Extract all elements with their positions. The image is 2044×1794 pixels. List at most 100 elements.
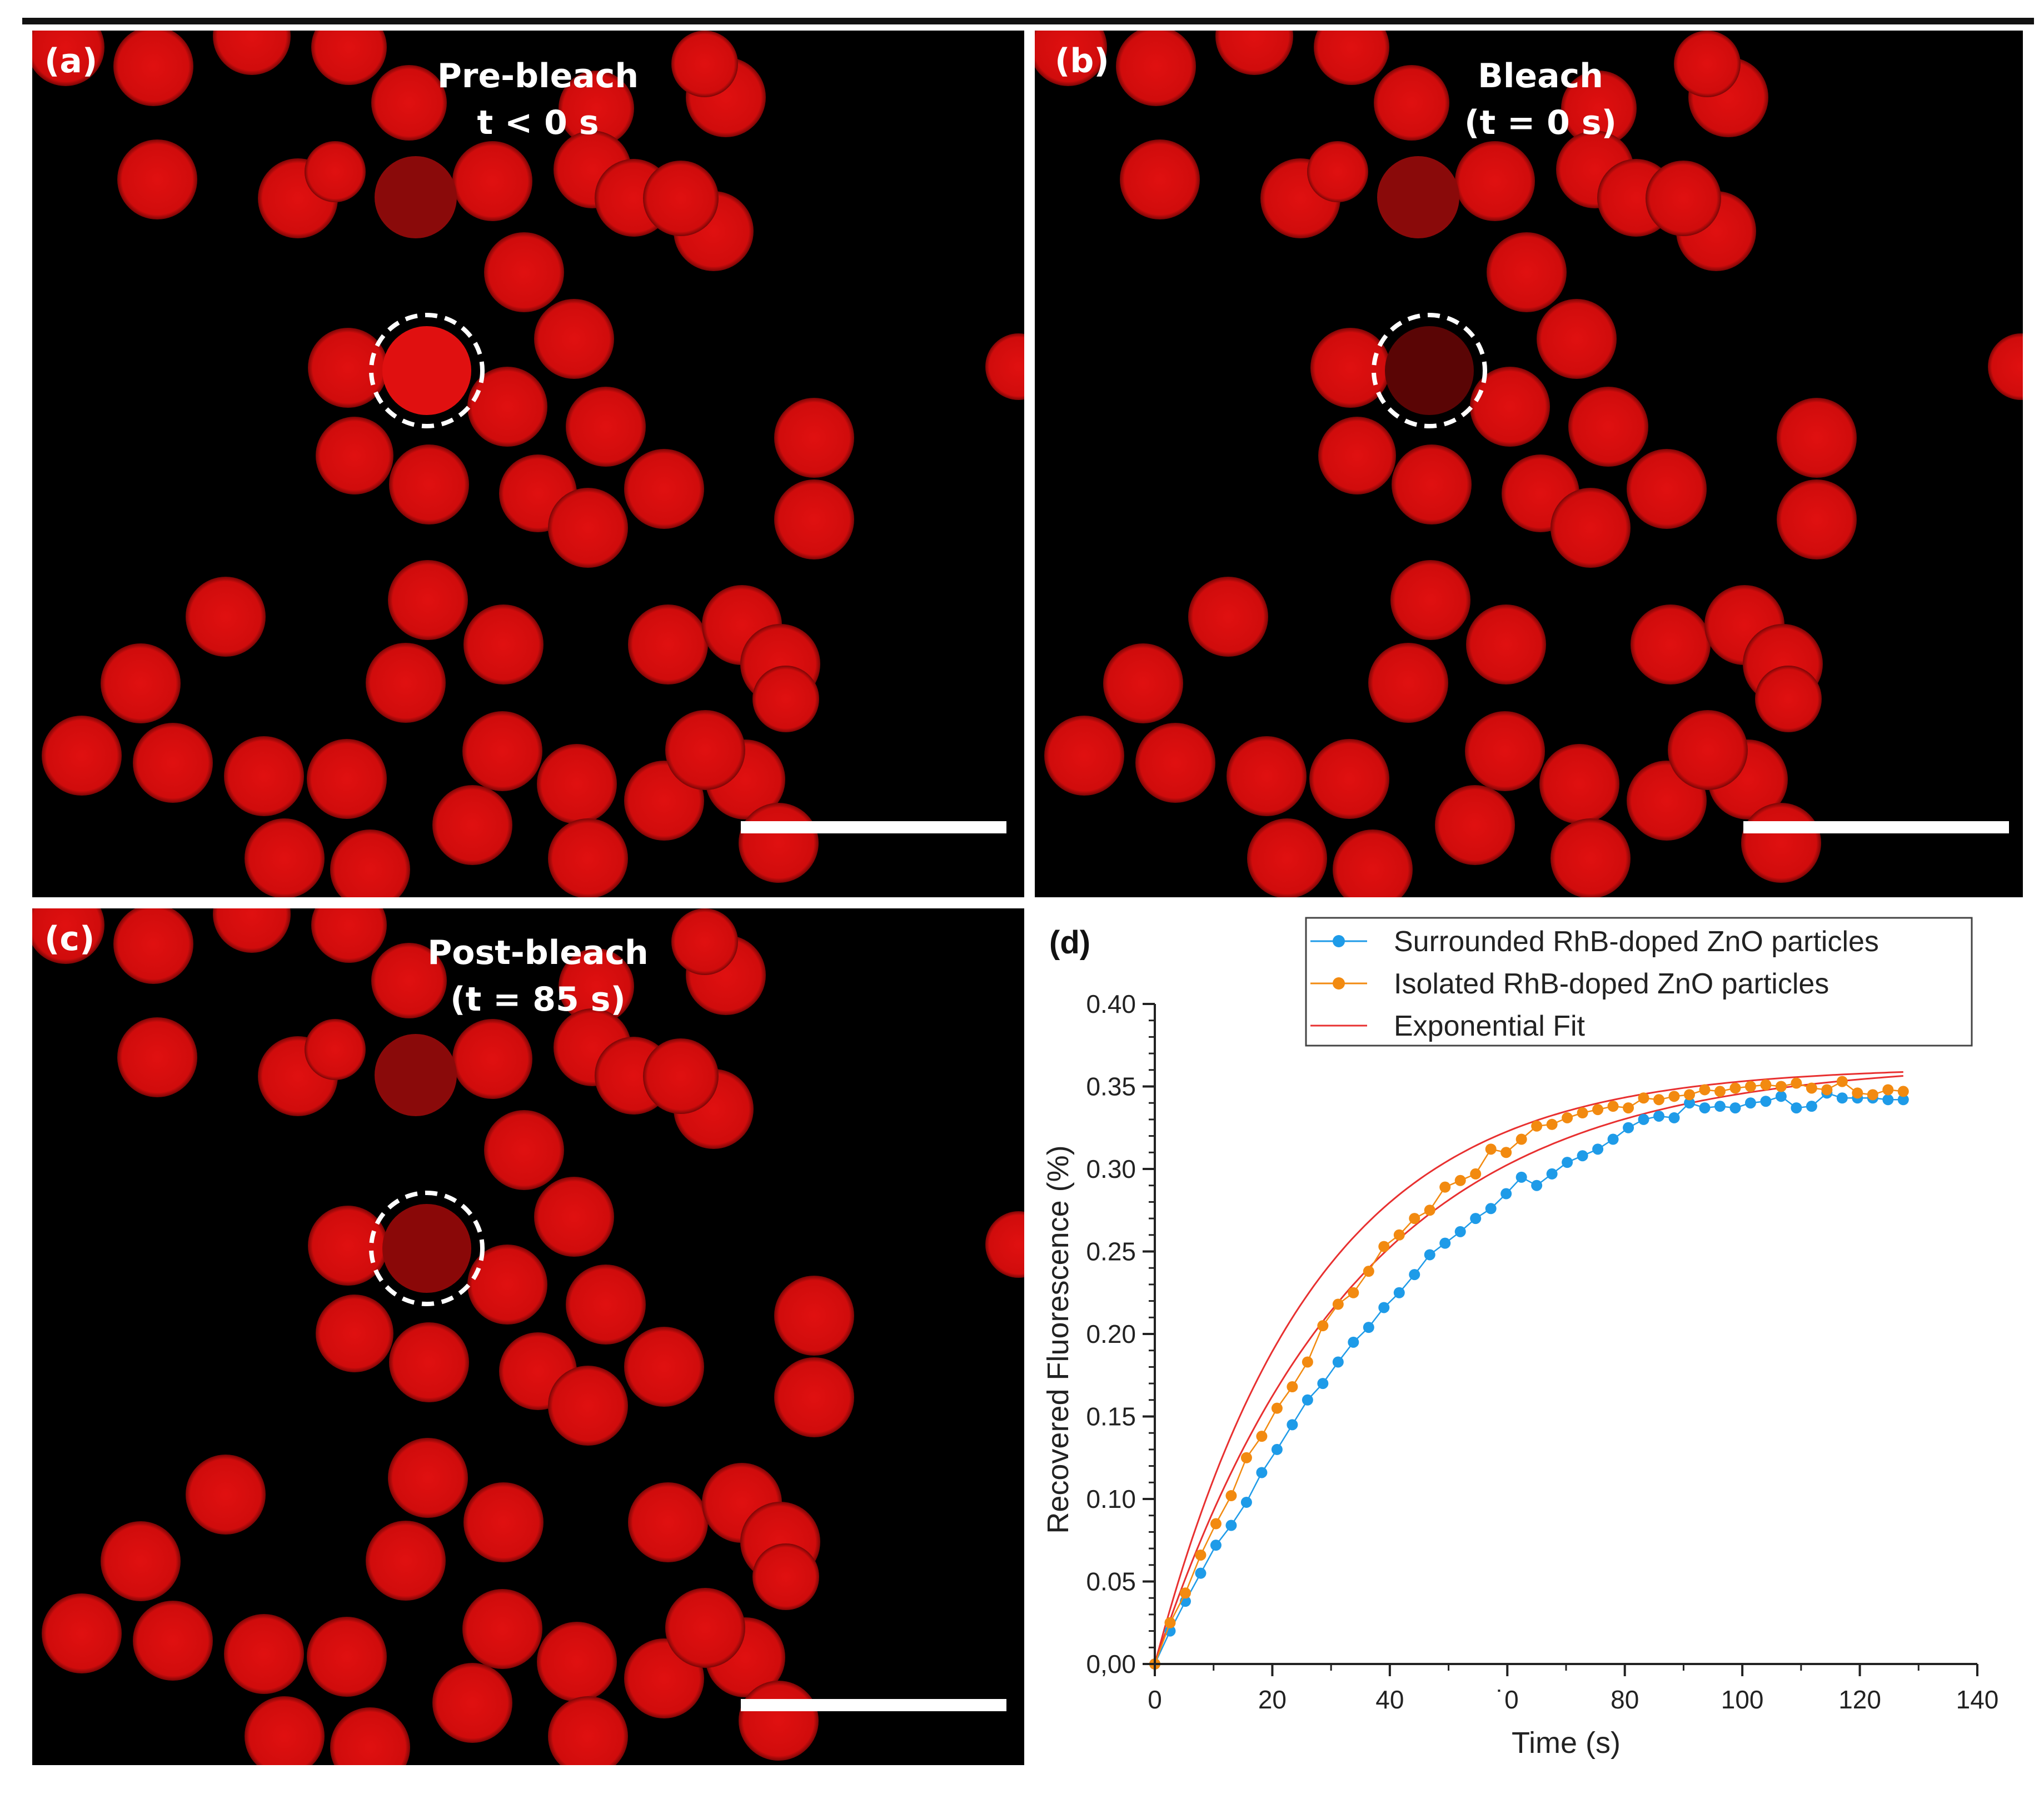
y-tick-label: 0.05 — [1086, 1567, 1136, 1596]
panel-title-b-line2: (t = 0 s) — [1464, 103, 1617, 142]
isolated-data-point — [1577, 1107, 1588, 1119]
isolated-data-point — [1271, 1402, 1283, 1414]
fluorescent-particle — [1466, 604, 1546, 684]
fluorescent-particle — [774, 398, 854, 478]
fluorescent-particle — [305, 1019, 366, 1080]
dim-particle — [375, 156, 457, 238]
fluorescent-particle — [224, 736, 304, 816]
isolated-data-point — [1836, 1076, 1848, 1087]
surrounded-data-point — [1287, 1419, 1298, 1431]
surrounded-data-point — [1699, 1102, 1711, 1114]
fluorescent-particle — [1674, 31, 1741, 97]
fluorescent-particle — [484, 1110, 564, 1190]
fluorescent-particle — [330, 1707, 410, 1765]
panel-label-b: (b) — [1055, 42, 1109, 81]
recovery-chart: (d) 0 20 40 ˙0 80 100 120 140 0,00 0.05 0.10 0.15 0.… — [1041, 917, 1998, 1760]
isolated-data-point — [1409, 1213, 1420, 1225]
fluorescent-particle — [316, 417, 393, 494]
chart-legend: Surrounded RhB-doped ZnO particles Isola… — [1305, 917, 1973, 1047]
dim-particle — [1377, 156, 1459, 238]
panel-label-d: (d) — [1049, 925, 1090, 961]
fluorescent-particle — [1103, 643, 1183, 723]
panel-title-b: Bleach (t = 0 s) — [1396, 53, 1685, 146]
fluorescent-particle — [566, 387, 646, 467]
fluorescent-particle — [463, 1482, 544, 1562]
fluorescent-particle — [534, 1177, 614, 1257]
isolated-data-point — [1332, 1298, 1344, 1310]
fluorescent-particle — [224, 1614, 304, 1694]
isolated-data-point — [1256, 1431, 1268, 1442]
fluorescent-particle — [467, 1245, 547, 1325]
fluorescent-particle — [624, 1327, 704, 1407]
isolated-data-point — [1302, 1356, 1313, 1368]
panel-title-a-line2: t < 0 s — [477, 103, 599, 142]
fluorescent-particle — [1390, 560, 1470, 640]
fluorescent-particle — [113, 908, 193, 984]
surrounded-data-point — [1195, 1567, 1207, 1579]
fluorescent-particle — [1135, 723, 1215, 803]
fluorescent-particle — [534, 299, 614, 379]
fluorescent-particle — [1314, 31, 1389, 85]
isolated-data-point — [1378, 1241, 1390, 1252]
legend-text-fit: Exponential Fit — [1394, 1010, 1586, 1042]
fluorescent-particle — [643, 1038, 719, 1114]
bleach-target-particle — [1385, 326, 1474, 415]
surrounded-data-point — [1546, 1168, 1558, 1180]
fluorescent-particle — [388, 560, 468, 640]
dim-particle — [375, 1034, 457, 1116]
fluorescent-particle — [537, 744, 617, 824]
fluorescent-particle — [371, 65, 447, 141]
surrounded-data-point — [1424, 1249, 1435, 1261]
surrounded-data-point — [1729, 1102, 1741, 1114]
isolated-data-point — [1531, 1120, 1543, 1132]
x-tick-label: 0 — [1148, 1685, 1162, 1714]
fluorescent-particle — [537, 1622, 617, 1702]
isolated-data-point — [1867, 1089, 1878, 1101]
fluorescent-particle — [366, 1521, 446, 1601]
surrounded-data-point — [1256, 1467, 1268, 1478]
micrograph-b — [1035, 31, 2023, 897]
fluorescent-particle — [739, 1681, 819, 1761]
scale-bar-a — [741, 821, 1006, 833]
fluorescent-particle — [462, 1589, 542, 1669]
surrounded-data-point — [1363, 1322, 1374, 1333]
fluorescent-particle — [467, 367, 547, 447]
y-tick-label: 0,00 — [1086, 1650, 1136, 1678]
legend-marker-surrounded — [1333, 935, 1345, 947]
panel-a: (a) Pre-bleach t < 0 s — [32, 31, 1024, 897]
fluorescent-particle — [1318, 417, 1396, 494]
isolated-data-point — [1485, 1143, 1497, 1155]
surrounded-data-point — [1775, 1091, 1787, 1102]
y-tick-label: 0.15 — [1086, 1402, 1136, 1431]
isolated-data-point — [1240, 1452, 1252, 1463]
fluorescent-particle — [665, 1588, 745, 1668]
micrograph-c — [32, 908, 1024, 1765]
isolated-data-point — [1515, 1133, 1527, 1145]
fluorescent-particle — [1035, 31, 1107, 86]
fluorescent-particle — [432, 785, 512, 865]
fluorescent-particle — [1470, 367, 1550, 447]
fluorescent-particle — [628, 604, 708, 684]
fit-curve — [1154, 1075, 1903, 1665]
fluorescent-particle — [559, 948, 634, 1024]
fluorescent-particle — [628, 1482, 708, 1562]
isolated-data-point — [1562, 1112, 1573, 1123]
fluorescent-particle — [1374, 65, 1449, 141]
fluorescent-particle — [548, 818, 628, 897]
fluorescent-particle — [311, 31, 387, 85]
surrounded-data-point — [1668, 1112, 1680, 1123]
panel-title-a-line1: Pre-bleach — [437, 57, 639, 96]
fluorescent-particle — [1044, 716, 1124, 796]
fluorescent-particle — [305, 141, 366, 202]
surrounded-data-point — [1210, 1540, 1222, 1551]
fluorescent-particle — [330, 829, 410, 897]
legend-marker-isolated — [1333, 977, 1345, 990]
fluorescent-particle — [32, 31, 104, 86]
fluorescent-particle — [985, 333, 1024, 400]
x-tick-label: 40 — [1375, 1685, 1404, 1714]
fluorescent-particle — [1777, 479, 1857, 559]
surrounded-data-point — [1684, 1097, 1695, 1109]
fluorescent-particle — [1755, 666, 1822, 732]
fluorescent-particle — [432, 1663, 512, 1743]
isolated-data-point — [1897, 1086, 1909, 1097]
